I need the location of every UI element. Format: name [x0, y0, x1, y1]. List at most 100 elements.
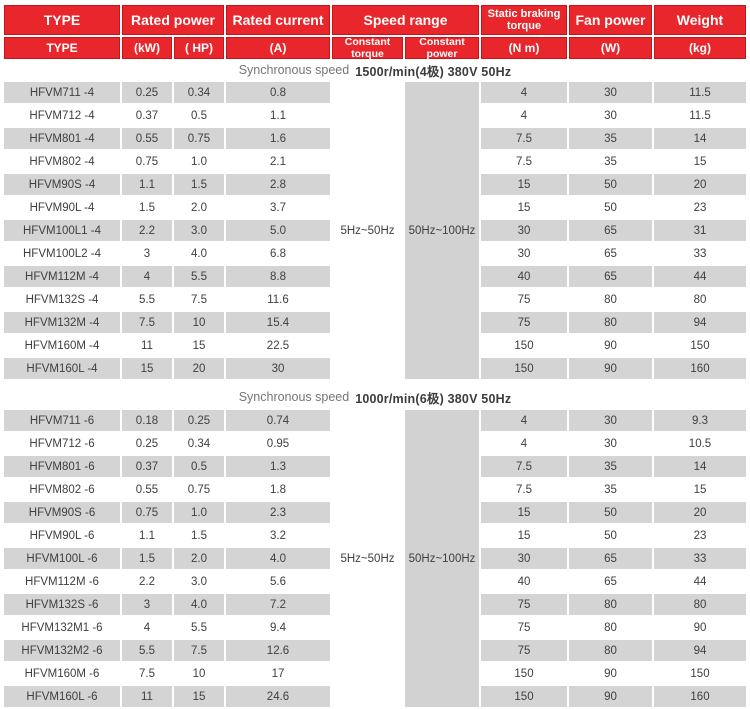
- subheader-ampere-unit: (A): [226, 37, 330, 59]
- cell-rated-current: 2.8: [226, 174, 330, 195]
- cell-fan-power: 35: [569, 128, 652, 149]
- subheader-hp-unit: ( HP): [174, 37, 224, 59]
- cell-fan-power: 35: [604, 155, 617, 168]
- cell-rated-power-kw: 7.5: [122, 312, 172, 333]
- cell-rated-power-hp: 5.5: [174, 266, 224, 287]
- cell-rated-power-kw: 0.25: [122, 82, 172, 103]
- cell-fan-power: 90: [569, 686, 652, 707]
- cell-weight: 150: [690, 667, 710, 680]
- cell-weight: 31: [654, 220, 746, 241]
- header-type: TYPE: [4, 5, 120, 35]
- cell-rated-power-hp: 2.0: [174, 548, 224, 569]
- cell-type: HFVM90S -4: [4, 174, 120, 195]
- cell-rated-current: 12.6: [226, 640, 330, 661]
- subheader-kg-unit: (kg): [654, 37, 746, 59]
- cell-rated-power-hp: 10: [174, 312, 224, 333]
- header-weight: Weight: [654, 5, 746, 35]
- cell-braking-torque: 30: [517, 247, 531, 260]
- cell-type: HFVM712 -6: [29, 437, 95, 450]
- cell-type: HFVM112M -6: [25, 575, 99, 588]
- speed-constant-torque-cell: 5Hz~50Hz: [332, 82, 403, 379]
- cell-type: HFVM112M -4: [4, 266, 120, 287]
- subheader-constant-power: Constant power: [405, 36, 479, 60]
- cell-weight: 80: [654, 594, 746, 615]
- cell-weight: 44: [693, 575, 707, 588]
- cell-weight: 44: [654, 266, 746, 287]
- subheader-watt-unit: (W): [569, 37, 652, 59]
- cell-weight: 94: [654, 640, 746, 661]
- cell-rated-power-hp: 0.34: [187, 437, 211, 450]
- cell-fan-power: 30: [604, 437, 617, 450]
- cell-rated-current: 1.3: [226, 456, 330, 477]
- cell-fan-power: 65: [569, 266, 652, 287]
- cell-rated-power-hp: 3.0: [174, 220, 224, 241]
- cell-rated-power-hp: 0.34: [174, 82, 224, 103]
- header-fan-power: Fan power: [569, 5, 652, 35]
- cell-braking-torque: 75: [481, 312, 567, 333]
- cell-weight: 33: [693, 247, 707, 260]
- cell-fan-power: 50: [604, 529, 617, 542]
- cell-braking-torque: 7.5: [516, 155, 532, 168]
- cell-rated-power-kw: 0.18: [122, 410, 172, 431]
- cell-type: HFVM802 -4: [29, 155, 95, 168]
- cell-rated-current: 1.1: [270, 109, 286, 122]
- cell-rated-power-hp: 1.0: [174, 502, 224, 523]
- cell-rated-power-hp: 0.5: [174, 456, 224, 477]
- cell-rated-current: 11.6: [267, 293, 289, 306]
- cell-braking-torque: 7.5: [516, 483, 532, 496]
- cell-fan-power: 80: [604, 293, 617, 306]
- cell-braking-torque: 150: [514, 339, 534, 352]
- cell-type: HFVM100L1 -4: [4, 220, 120, 241]
- cell-rated-power-hp: 0.5: [191, 109, 207, 122]
- cell-rated-power-kw: 4: [143, 621, 151, 634]
- cell-rated-power-hp: 7.5: [174, 640, 224, 661]
- cell-rated-current: 2.3: [226, 502, 330, 523]
- cell-braking-torque: 150: [481, 358, 567, 379]
- cell-fan-power: 90: [569, 358, 652, 379]
- cell-rated-current: 4.0: [226, 548, 330, 569]
- cell-rated-power-hp: 7.5: [191, 293, 207, 306]
- cell-rated-current: 8.8: [226, 266, 330, 287]
- cell-fan-power: 65: [604, 247, 617, 260]
- cell-braking-torque: 15: [517, 201, 531, 214]
- cell-rated-power-hp: 15: [192, 339, 206, 352]
- cell-rated-power-kw: 11: [141, 339, 153, 352]
- cell-fan-power: 50: [604, 201, 617, 214]
- cell-weight: 80: [693, 293, 707, 306]
- cell-weight: 20: [654, 174, 746, 195]
- cell-rated-current: 0.8: [226, 82, 330, 103]
- cell-rated-current: 1.8: [270, 483, 286, 496]
- cell-type: HFVM160L -4: [4, 358, 120, 379]
- cell-weight: 14: [654, 128, 746, 149]
- cell-fan-power: 65: [569, 220, 652, 241]
- cell-weight: 15: [693, 483, 707, 496]
- cell-fan-power: 80: [569, 312, 652, 333]
- cell-rated-power-hp: 0.75: [174, 128, 224, 149]
- spec-table-6pole: 5Hz~50Hz 50Hz~100Hz HFVM711 -6 0.18 0.25…: [4, 410, 746, 707]
- cell-rated-current: 30: [226, 358, 330, 379]
- spec-table-4pole: 5Hz~50Hz 50Hz~100Hz HFVM711 -4 0.25 0.34…: [4, 82, 746, 379]
- cell-braking-torque: 15: [481, 502, 567, 523]
- cell-rated-current: 0.74: [226, 410, 330, 431]
- cell-braking-torque: 150: [481, 686, 567, 707]
- cell-type: HFVM801 -6: [4, 456, 120, 477]
- cell-rated-power-hp: 0.25: [174, 410, 224, 431]
- cell-rated-power-hp: 3.0: [191, 575, 207, 588]
- cell-rated-power-kw: 0.55: [122, 128, 172, 149]
- cell-rated-current: 1.6: [226, 128, 330, 149]
- cell-braking-torque: 150: [514, 667, 534, 680]
- cell-weight: 23: [693, 201, 707, 214]
- cell-fan-power: 30: [569, 82, 652, 103]
- cell-weight: 15: [693, 155, 707, 168]
- cell-braking-torque: 4: [481, 410, 567, 431]
- cell-rated-power-hp: 1.0: [191, 155, 207, 168]
- cell-braking-torque: 75: [481, 640, 567, 661]
- cell-weight: 11.5: [689, 109, 711, 122]
- cell-type: HFVM90S -6: [4, 502, 120, 523]
- section-title-6pole: Synchronous speed 1000r/min(6极) 380V 50H…: [4, 387, 746, 407]
- cell-weight: 33: [654, 548, 746, 569]
- speed-constant-torque-cell: 5Hz~50Hz: [332, 410, 403, 707]
- header-static-braking-torque: Static braking torque: [481, 5, 567, 35]
- cell-rated-power-hp: 20: [174, 358, 224, 379]
- subheader-nm-unit: (N m): [481, 37, 567, 59]
